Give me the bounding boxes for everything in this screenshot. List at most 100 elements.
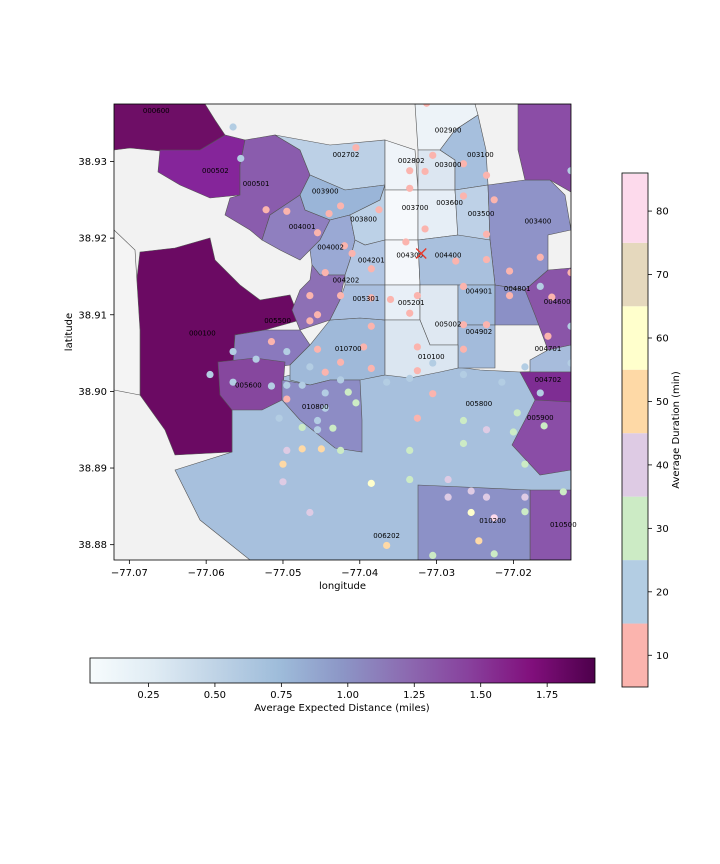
station-point: [536, 282, 544, 290]
x-axis-label: longitude: [319, 581, 366, 592]
station-point: [283, 446, 291, 455]
river-left: [114, 229, 141, 396]
station-point: [452, 257, 460, 265]
station-point: [475, 537, 483, 545]
station-point: [306, 508, 314, 517]
station-point: [340, 242, 349, 250]
duration-colorbar-ticks: 10 20 30 40 50 60 70 80: [648, 207, 669, 662]
tract-label: 003100: [467, 151, 494, 159]
map-frame: [113, 103, 572, 561]
y-tick-label: 38.92: [78, 234, 107, 245]
station-point: [482, 426, 491, 434]
station-point: [505, 267, 514, 275]
x-tick-label: −77.02: [495, 568, 532, 579]
duration-bin: [622, 173, 648, 243]
tract-label: 004902: [465, 328, 492, 336]
station-point: [521, 493, 529, 501]
station-point: [421, 225, 429, 233]
tract-label: 010500: [550, 521, 577, 529]
station-point: [206, 370, 214, 379]
tract-label: 005301: [353, 295, 380, 303]
duration-bin: [622, 560, 648, 624]
station-point: [336, 358, 345, 366]
station-point: [279, 478, 287, 486]
station-point: [459, 370, 468, 379]
station-point: [336, 202, 345, 210]
station-point: [536, 253, 544, 261]
station-point: [413, 367, 421, 375]
duration-tick-label: 60: [656, 333, 669, 344]
station-point: [352, 144, 360, 152]
duration-tick-label: 70: [656, 270, 669, 281]
station-point: [490, 514, 498, 522]
station-point: [383, 378, 391, 386]
x-tick-label: −77.07: [111, 568, 148, 579]
tract-label: 005600: [235, 382, 262, 390]
tract-label: 000600: [143, 107, 170, 115]
tract-label: 005500: [264, 317, 291, 325]
tract-010100: [384, 319, 459, 379]
station-point: [329, 424, 337, 432]
tract-label: 000502: [202, 167, 229, 175]
duration-bin: [622, 242, 648, 307]
duration-bin: [622, 433, 648, 497]
distance-colorbar: 0.25 0.50 0.75 1.00 1.25 1.50 1.75 Average Exp…: [89, 657, 596, 714]
tract-label: 004300: [396, 251, 423, 259]
station-point: [548, 293, 556, 301]
station-point: [567, 167, 571, 175]
station-point: [306, 291, 314, 300]
station-point: [406, 309, 414, 317]
station-point: [406, 475, 414, 484]
tract-polygons: [114, 104, 571, 560]
station-point: [459, 321, 468, 329]
station-point: [498, 378, 506, 386]
station-point: [283, 381, 291, 389]
tract-label: 003000: [435, 161, 462, 169]
tract-label: 002702: [333, 151, 360, 159]
y-tick-label: 38.89: [78, 464, 107, 475]
tract-label: 003500: [468, 210, 495, 218]
station-point: [313, 416, 322, 425]
station-point: [406, 446, 414, 455]
station-point: [402, 238, 410, 246]
duration-colorbar-label: Average Duration (min): [671, 371, 682, 489]
station-point: [444, 475, 452, 484]
station-point: [406, 167, 414, 175]
station-point: [421, 167, 429, 176]
station-point: [336, 291, 345, 300]
station-point: [360, 343, 368, 351]
distance-tick-label: 0.75: [270, 690, 292, 701]
station-point: [367, 479, 375, 487]
distance-tick-label: 1.75: [536, 690, 558, 701]
station-point: [313, 229, 322, 237]
tract-label: 003400: [525, 218, 552, 226]
distance-colorbar-gradient: [89, 657, 596, 684]
station-point: [275, 414, 283, 422]
tract-004702: [519, 371, 571, 403]
station-point: [459, 282, 468, 290]
station-point: [348, 249, 356, 258]
station-point: [567, 322, 571, 330]
y-tick-label: 38.93: [78, 157, 107, 168]
y-axis-label: latitude: [64, 313, 75, 351]
tract-label: 004002: [317, 244, 344, 252]
tract-label: 005201: [398, 299, 425, 307]
station-point: [229, 347, 237, 356]
distance-colorbar-ticks: 0.25 0.50 0.75 1.00 1.25 1.50 1.75: [137, 683, 558, 701]
tract-northeast: [517, 104, 571, 193]
tract-label: 003600: [436, 199, 463, 207]
duration-tick-label: 80: [656, 207, 669, 218]
x-tick-label: −77.04: [341, 568, 378, 579]
tract-label: 005002: [435, 320, 462, 328]
distance-tick-label: 1.25: [403, 690, 425, 701]
station-points: [206, 104, 571, 560]
tract-label: 006202: [373, 532, 400, 540]
duration-bin: [622, 623, 648, 687]
station-point: [559, 488, 567, 496]
tract-label: 000501: [243, 180, 270, 188]
tract-004300: [384, 239, 421, 286]
duration-colorbar: 10 20 30 40 50 60 70 80 Average Duration (min): [621, 172, 682, 688]
station-point: [283, 207, 291, 215]
map-panel[interactable]: 000600 000502 000501 002702 002802 002900 0030…: [64, 100, 577, 592]
